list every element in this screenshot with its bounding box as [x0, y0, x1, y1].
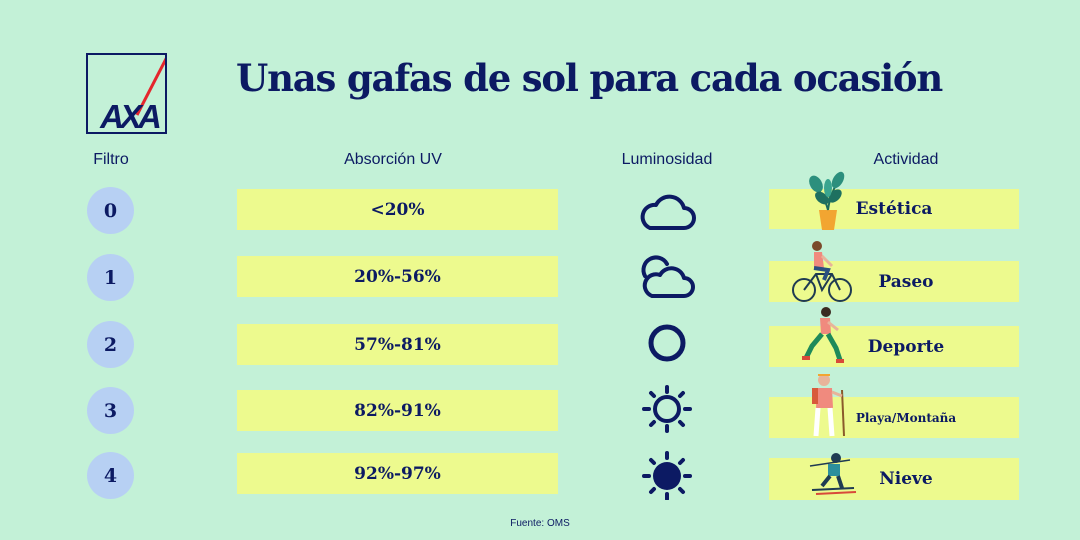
hiker-icon [812, 374, 845, 437]
cloud-icon [640, 194, 696, 230]
filter-badge: 4 [87, 452, 134, 499]
potted-plant-icon [809, 171, 845, 230]
filter-badge: 3 [87, 387, 134, 434]
activity-label: Nieve [879, 469, 933, 489]
activity-label: Estética [855, 199, 933, 219]
uv-absorption-cell: <20% [237, 189, 558, 230]
cyclist-icon [792, 241, 852, 302]
activity-label: Playa/Montaña [855, 410, 957, 425]
logo-text: AXA [99, 98, 160, 134]
sun-behind-cloud-icon [641, 255, 695, 298]
sun-filled-icon [642, 451, 692, 500]
page-title: Unas gafas de sol para cada ocasión [236, 56, 943, 100]
filter-badge: 0 [87, 187, 134, 234]
activity-cell: Estética [769, 189, 1019, 229]
sun-rays-icon [642, 385, 692, 433]
header-absorcion: Absorción UV [344, 151, 442, 168]
activity-cell: Nieve [769, 458, 1019, 500]
header-luminosidad: Luminosidad [621, 151, 713, 168]
header-actividad: Actividad [873, 151, 939, 168]
runner-icon [802, 307, 844, 363]
activity-label: Deporte [867, 336, 945, 357]
uv-absorption-cell: 20%-56% [237, 256, 558, 297]
uv-absorption-cell: 57%-81% [237, 324, 558, 365]
skier-icon [809, 453, 857, 495]
source-note: Fuente: OMS [510, 518, 570, 529]
filter-badge: 1 [87, 254, 134, 301]
sun-outline-icon [648, 324, 686, 362]
activity-label: Paseo [878, 271, 934, 292]
uv-absorption-cell: 82%-91% [237, 390, 558, 431]
activity-cell: Playa/Montaña [769, 397, 1019, 438]
uv-absorption-cell: 92%-97% [237, 453, 558, 494]
filter-badge: 2 [87, 321, 134, 368]
header-filtro: Filtro [93, 151, 129, 168]
axa-logo-mark: AXA [99, 57, 165, 134]
axa-logo: AXA [86, 53, 167, 134]
